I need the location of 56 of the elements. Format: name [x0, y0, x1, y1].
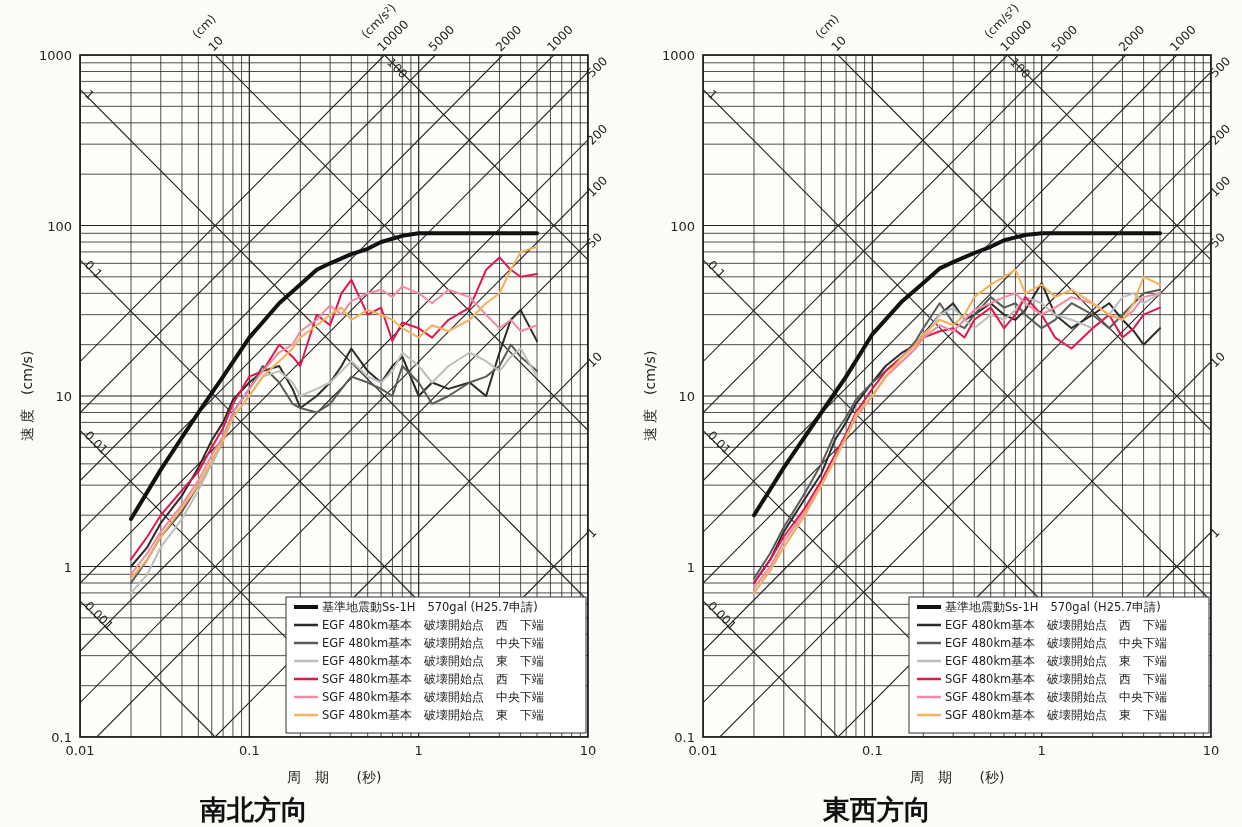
text: 東西方向 [822, 794, 931, 825]
y-tick-label: 1 [63, 559, 72, 575]
y-tick-label: 1000 [38, 48, 72, 63]
x-tick-label: 0.1 [238, 743, 260, 758]
annotation: 50 [1207, 229, 1228, 251]
text: 10 [828, 33, 850, 55]
y-axis-title: 速 度 (cm/s) [19, 350, 35, 442]
annotation: 0.1 [704, 257, 729, 282]
legend-label: EGF 480km基本 破壊開始点 東 下端 [945, 654, 1168, 668]
text: 南北方向 [199, 794, 308, 825]
annotation: 100 [1007, 55, 1034, 82]
x-tick-label: 0.01 [65, 743, 95, 758]
legend-label: 基準地震動Ss-1H 570gal (H25.7申請) [945, 600, 1161, 614]
legend-label: SGF 480km基本 破壊開始点 中央下端 [322, 690, 545, 704]
annotation: 500 [584, 54, 611, 81]
annotation: 1 [81, 87, 98, 103]
x-tick-label: 0.01 [688, 743, 718, 758]
legend-label: EGF 480km基本 破壊開始点 西 下端 [945, 618, 1168, 632]
legend-label: SGF 480km基本 破壊開始点 中央下端 [945, 690, 1168, 704]
legend-label: SGF 480km基本 破壊開始点 西 下端 [322, 672, 545, 686]
y-tick-label: 0.1 [674, 730, 695, 745]
annotation: 100 [1207, 173, 1234, 200]
legend-label: SGF 480km基本 破壊開始点 東 下端 [322, 708, 545, 722]
annotation: 100 [384, 55, 411, 82]
x-tick-label: 10 [579, 743, 597, 758]
legend-label: EGF 480km基本 破壊開始点 中央下端 [322, 636, 545, 650]
annotation: 1 [704, 87, 721, 103]
x-tick-label: 1 [1037, 743, 1046, 758]
annotation: 10 [1207, 349, 1228, 371]
legend-label: EGF 480km基本 破壊開始点 西 下端 [322, 618, 545, 632]
y-tick-label: 100 [47, 218, 72, 234]
y-tick-label: 10 [678, 389, 695, 404]
annotation: 200 [1207, 121, 1234, 148]
annotation: 0.1 [81, 257, 106, 282]
x-tick-label: 10 [1202, 743, 1220, 758]
legend-label: SGF 480km基本 破壊開始点 東 下端 [945, 708, 1168, 722]
y-tick-label: 0.1 [51, 730, 72, 745]
annotation: 10 [584, 349, 605, 371]
legend-label: EGF 480km基本 破壊開始点 中央下端 [945, 636, 1168, 650]
legend-label: SGF 480km基本 破壊開始点 西 下端 [945, 672, 1168, 686]
annotation: 100 [584, 173, 611, 200]
legend-label: 基準地震動Ss-1H 570gal (H25.7申請) [322, 600, 538, 614]
y-tick-label: 1000 [661, 48, 695, 63]
annotation: 200 [584, 121, 611, 148]
x-axis-title: 周 期 (秒) [909, 769, 1005, 785]
y-tick-label: 1 [686, 559, 695, 575]
text: 10 [205, 33, 227, 55]
x-tick-label: 1 [414, 743, 423, 758]
x-tick-label: 0.1 [861, 743, 883, 758]
y-tick-label: 100 [670, 218, 695, 234]
y-axis-title: 速 度 (cm/s) [642, 350, 658, 442]
y-tick-label: 10 [55, 389, 72, 404]
annotation: 50 [584, 229, 605, 251]
annotation: 500 [1207, 54, 1234, 81]
x-axis-title: 周 期 (秒) [286, 769, 382, 785]
legend-label: EGF 480km基本 破壊開始点 東 下端 [322, 654, 545, 668]
